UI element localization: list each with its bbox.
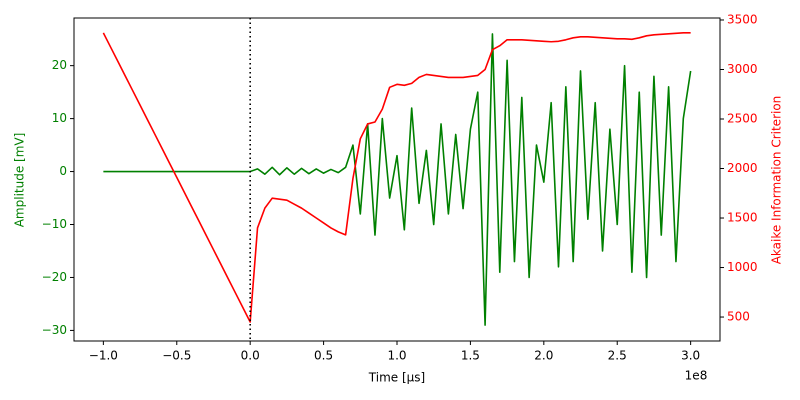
y-tick-label: 20 (52, 58, 67, 72)
x-tick-label: 2.5 (608, 349, 627, 363)
x-offset-label: 1e8 (685, 369, 708, 383)
y-tick-label: 10 (52, 111, 67, 125)
y2-tick-label: 2000 (727, 161, 758, 175)
y-tick-label: −20 (42, 270, 67, 284)
y2-tick-label: 1000 (727, 260, 758, 274)
y2-tick-label: 2500 (727, 111, 758, 125)
x-tick-label: 2.0 (534, 349, 553, 363)
plot-frame (73, 17, 721, 342)
y-tick-label: 0 (59, 164, 67, 178)
x-tick-label: 1.5 (461, 349, 480, 363)
x-tick-label: 1.0 (387, 349, 406, 363)
y-axis-label: Amplitude [mV] (13, 133, 27, 228)
y-tick-label: −10 (42, 217, 67, 231)
y2-axis-label: Akaike Information Criterion (770, 96, 784, 265)
y2-tick-label: 1500 (727, 211, 758, 225)
y-tick-label: −30 (42, 323, 67, 337)
x-tick-label: 0.5 (314, 349, 333, 363)
x-tick-label: −1.0 (89, 349, 118, 363)
x-axis-label: Time [µs] (368, 371, 425, 385)
y2-tick-label: 3000 (727, 62, 758, 76)
y2-tick-label: 500 (727, 310, 750, 324)
series-line (103, 33, 692, 326)
series-line (102, 32, 691, 323)
x-tick-label: −0.5 (162, 349, 191, 363)
y2-tick-label: 3500 (727, 12, 758, 26)
x-tick-label: 3.0 (681, 349, 700, 363)
x-tick-label: 0.0 (241, 349, 260, 363)
